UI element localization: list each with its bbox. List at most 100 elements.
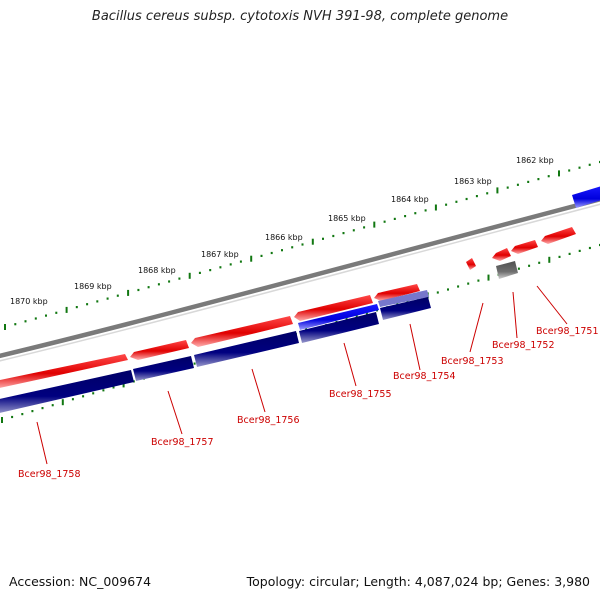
minor-tick: [457, 285, 460, 288]
outer-tick-ring: [4, 160, 600, 330]
kbp-label: 1869 kbp: [74, 282, 112, 291]
gene-arrow[interactable]: [191, 316, 293, 347]
minor-tick: [209, 269, 212, 272]
major-tick: [4, 324, 6, 330]
minor-tick: [24, 320, 27, 323]
major-tick: [1, 417, 3, 423]
minor-tick: [55, 311, 58, 314]
kbp-label: 1870 kbp: [10, 297, 48, 306]
gene-arrow[interactable]: [0, 354, 128, 389]
major-tick: [65, 306, 68, 313]
gene-label[interactable]: Bcer98_1751: [536, 326, 599, 337]
minor-tick: [517, 267, 520, 270]
kbp-label: 1862 kbp: [516, 156, 554, 165]
minor-tick: [106, 297, 109, 300]
kbp-labels: 1862 kbp 1863 kbp 1864 kbp 1865 kbp 1866…: [10, 156, 554, 306]
gene-arrow[interactable]: [572, 185, 600, 208]
kbp-label: 1865 kbp: [328, 214, 366, 223]
gene-arrow[interactable]: [541, 227, 576, 244]
minor-tick: [342, 232, 345, 235]
minor-tick: [21, 413, 24, 416]
gene-arrow[interactable]: [374, 284, 420, 301]
minor-tick: [558, 255, 561, 258]
major-tick: [487, 274, 490, 281]
minor-tick: [102, 389, 105, 392]
minor-tick: [568, 252, 571, 255]
minor-tick: [588, 163, 591, 166]
minor-tick: [281, 249, 283, 252]
gene-label[interactable]: Bcer98_1755: [329, 389, 392, 400]
gene-label[interactable]: Bcer98_1752: [492, 340, 555, 351]
minor-tick: [157, 283, 160, 286]
major-tick: [365, 310, 368, 317]
gene-arrow[interactable]: [133, 356, 194, 381]
minor-tick: [112, 386, 115, 389]
gene-arrow[interactable]: [496, 261, 518, 279]
minor-tick: [424, 209, 427, 212]
gene-label[interactable]: Bcer98_1753: [441, 356, 504, 367]
gene-label[interactable]: Bcer98_1758: [18, 469, 81, 480]
minor-tick: [260, 254, 263, 257]
gene-label[interactable]: Bcer98_1757: [151, 437, 214, 448]
minor-tick: [31, 410, 34, 413]
gene-arrow[interactable]: [492, 248, 511, 261]
minor-tick: [477, 279, 480, 282]
minor-tick: [270, 251, 273, 255]
minor-tick: [404, 215, 407, 218]
minor-tick: [14, 323, 17, 326]
minor-tick: [528, 264, 531, 267]
minor-tick: [547, 175, 550, 178]
minor-tick: [506, 186, 509, 189]
gene-arrow[interactable]: [299, 312, 379, 343]
major-tick: [61, 399, 64, 406]
gene-arrow[interactable]: [294, 295, 373, 321]
minor-tick: [96, 300, 99, 303]
major-tick: [548, 256, 551, 263]
minor-tick: [291, 246, 294, 249]
minor-tick: [147, 286, 150, 289]
minor-tick: [92, 392, 95, 395]
minor-tick: [352, 229, 355, 232]
major-tick: [127, 289, 130, 296]
minor-tick: [588, 246, 591, 250]
gene-arrow[interactable]: [298, 304, 379, 330]
minor-tick: [393, 217, 396, 220]
gene-arrow[interactable]: [380, 297, 431, 320]
kbp-label: 1868 kbp: [138, 266, 176, 275]
gene-label[interactable]: Bcer98_1754: [393, 371, 456, 382]
minor-tick: [82, 395, 85, 398]
minor-tick: [475, 195, 478, 198]
forward-strand-genes: [0, 227, 576, 389]
minor-tick: [436, 291, 439, 294]
gene-arrow[interactable]: [130, 340, 189, 360]
minor-tick: [455, 200, 458, 203]
gene-labels: Bcer98_1751 Bcer98_1752 Bcer98_1753 Bcer…: [18, 326, 599, 480]
minor-tick: [355, 315, 358, 318]
minor-tick: [383, 220, 386, 223]
gene-arrow[interactable]: [194, 331, 299, 367]
minor-tick: [193, 362, 196, 365]
minor-tick: [229, 263, 232, 266]
major-tick: [122, 381, 125, 388]
major-tick: [558, 170, 560, 177]
gene-arrow[interactable]: [511, 240, 538, 254]
kbp-label: 1867 kbp: [201, 250, 239, 259]
minor-tick: [41, 407, 44, 410]
kbp-label: 1864 kbp: [391, 195, 429, 204]
minor-tick: [168, 280, 171, 283]
minor-tick: [516, 183, 519, 186]
minor-tick: [322, 237, 324, 240]
major-tick: [434, 204, 437, 211]
gene-arrow[interactable]: [0, 370, 134, 414]
kbp-label: 1866 kbp: [265, 233, 303, 242]
minor-tick: [45, 314, 47, 317]
genome-summary: Topology: circular; Length: 4,087,024 bp…: [246, 574, 590, 589]
gene-arrow[interactable]: [378, 290, 429, 307]
gene-arrow[interactable]: [466, 258, 476, 270]
minor-tick: [86, 303, 89, 306]
gene-label[interactable]: Bcer98_1756: [237, 415, 300, 426]
highlighted-genes: [298, 185, 600, 330]
major-tick: [188, 272, 191, 279]
minor-tick: [537, 178, 540, 181]
